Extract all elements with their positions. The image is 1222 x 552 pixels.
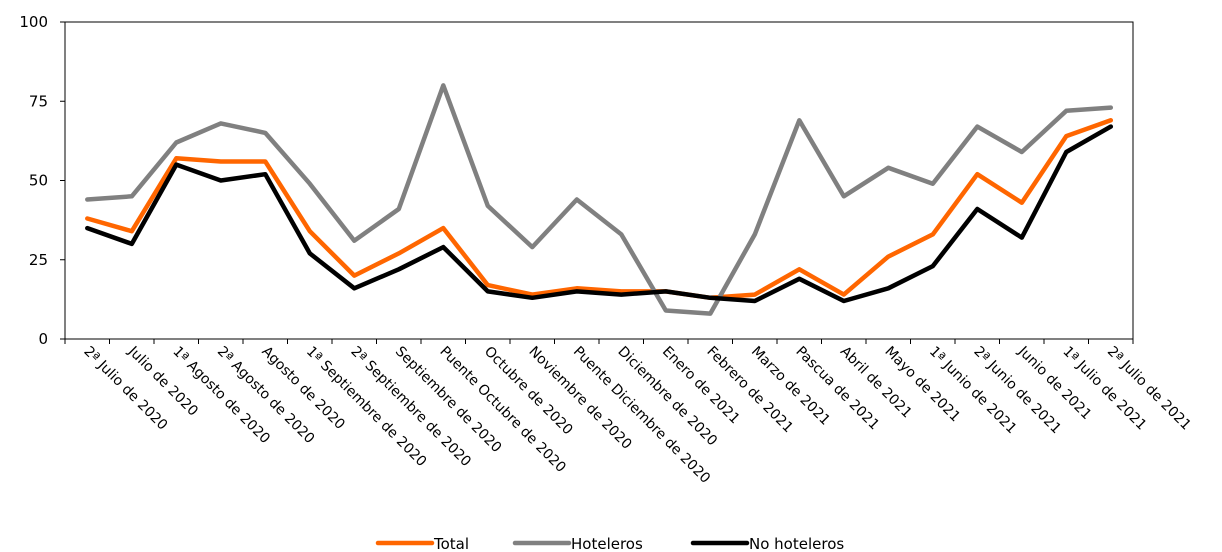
x-tick-label: 1ª Julio de 2021 — [1059, 344, 1149, 434]
x-tick-label: Marzo de 2021 — [748, 344, 833, 429]
series-line-hoteleros — [85, 83, 1114, 316]
y-tick-label: 100 — [19, 13, 48, 31]
legend-label: Total — [433, 535, 469, 552]
y-axis: 0 25 50 75 100 — [19, 13, 65, 348]
x-tick-label: 2ª Julio de 2021 — [1104, 344, 1194, 434]
legend-label: Hoteleros — [571, 535, 643, 552]
y-tick-label: 50 — [29, 172, 48, 190]
legend-label: No hoteleros — [749, 535, 844, 552]
y-tick-label: 25 — [29, 251, 48, 269]
x-tick-label: Enero de 2021 — [659, 344, 743, 428]
series-line-no-hoteleros — [85, 124, 1114, 304]
x-tick-label: Pascua de 2021 — [792, 344, 882, 434]
x-tick-label: Agosto de 2020 — [258, 344, 347, 433]
x-tick-label: 2ª Julio de 2020 — [80, 344, 170, 434]
legend: Total Hoteleros No hoteleros — [375, 535, 844, 552]
series-line-total — [85, 118, 1114, 301]
series-lines — [85, 83, 1114, 316]
y-tick-label: 0 — [38, 330, 48, 348]
y-tick-label: 75 — [29, 92, 48, 110]
